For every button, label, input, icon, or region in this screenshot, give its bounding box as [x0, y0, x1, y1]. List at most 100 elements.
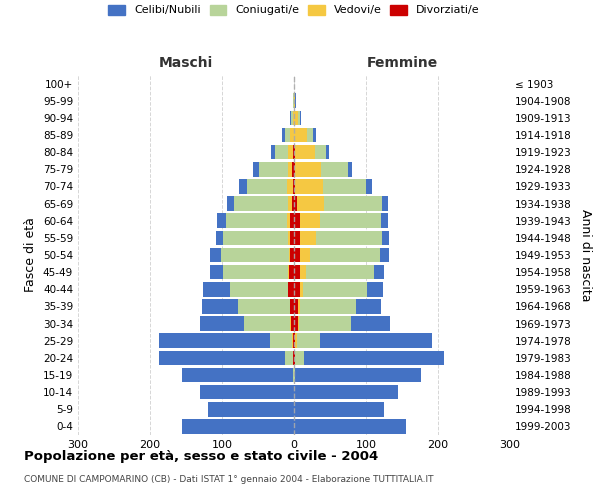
Bar [294, 265, 305, 280]
Bar [290, 110, 294, 125]
Bar [294, 145, 315, 160]
Bar [294, 179, 372, 194]
Bar [294, 145, 326, 160]
Bar [294, 299, 300, 314]
Bar [271, 145, 294, 160]
Bar [294, 282, 383, 296]
Bar [203, 282, 294, 296]
Bar [294, 334, 431, 348]
Bar [294, 179, 295, 194]
Bar [223, 265, 294, 280]
Bar [289, 265, 294, 280]
Bar [247, 179, 294, 194]
Text: COMUNE DI CAMPOMARINO (CB) - Dati ISTAT 1° gennaio 2004 - Elaborazione TUTTITALI: COMUNE DI CAMPOMARINO (CB) - Dati ISTAT … [24, 475, 433, 484]
Bar [294, 196, 382, 211]
Bar [293, 334, 294, 348]
Bar [287, 145, 294, 160]
Y-axis label: Anni di nascita: Anni di nascita [578, 209, 592, 301]
Text: Maschi: Maschi [159, 56, 213, 70]
Bar [294, 196, 388, 211]
Bar [293, 110, 294, 125]
Bar [293, 94, 294, 108]
Bar [294, 230, 389, 245]
Bar [211, 248, 294, 262]
Bar [294, 282, 304, 296]
Bar [294, 350, 295, 365]
Bar [294, 196, 324, 211]
Bar [294, 162, 348, 176]
Bar [294, 214, 381, 228]
Bar [216, 230, 294, 245]
Bar [259, 162, 294, 176]
Bar [221, 248, 294, 262]
Bar [211, 265, 294, 280]
Legend: Celibi/Nubili, Coniugati/e, Vedovi/e, Divorziati/e: Celibi/Nubili, Coniugati/e, Vedovi/e, Di… [105, 2, 483, 19]
Text: Femmine: Femmine [367, 56, 437, 70]
Bar [293, 145, 294, 160]
Bar [294, 94, 296, 108]
Bar [294, 385, 398, 400]
Bar [294, 145, 295, 160]
Bar [294, 94, 295, 108]
Bar [230, 282, 294, 296]
Bar [227, 196, 294, 211]
Bar [290, 248, 294, 262]
Bar [234, 196, 294, 211]
Bar [294, 230, 382, 245]
Bar [200, 385, 294, 400]
Text: Popolazione per età, sesso e stato civile - 2004: Popolazione per età, sesso e stato civil… [24, 450, 378, 463]
Bar [294, 282, 367, 296]
Bar [294, 179, 366, 194]
Bar [294, 265, 300, 280]
Bar [294, 94, 295, 108]
Bar [287, 214, 294, 228]
Bar [223, 230, 294, 245]
Bar [294, 162, 320, 176]
Bar [293, 350, 294, 365]
Y-axis label: Fasce di età: Fasce di età [25, 218, 37, 292]
Bar [294, 316, 351, 331]
Bar [293, 350, 294, 365]
Bar [293, 94, 294, 108]
Bar [294, 128, 307, 142]
Bar [291, 316, 294, 331]
Bar [253, 162, 294, 176]
Bar [294, 179, 323, 194]
Bar [294, 265, 384, 280]
Bar [294, 248, 310, 262]
Bar [294, 299, 381, 314]
Bar [294, 248, 380, 262]
Bar [182, 368, 294, 382]
Bar [292, 334, 294, 348]
Bar [294, 368, 295, 382]
Bar [275, 145, 294, 160]
Bar [202, 299, 294, 314]
Bar [292, 162, 294, 176]
Bar [294, 316, 299, 331]
Bar [158, 334, 294, 348]
Bar [294, 334, 320, 348]
Bar [293, 179, 294, 194]
Bar [294, 128, 313, 142]
Bar [200, 316, 294, 331]
Bar [294, 265, 374, 280]
Bar [244, 316, 294, 331]
Bar [294, 316, 298, 331]
Bar [294, 196, 297, 211]
Bar [288, 265, 294, 280]
Bar [294, 214, 388, 228]
Bar [238, 299, 294, 314]
Bar [287, 162, 294, 176]
Bar [290, 230, 294, 245]
Bar [291, 110, 294, 125]
Bar [294, 334, 295, 348]
Bar [239, 179, 294, 194]
Bar [294, 350, 295, 365]
Bar [294, 334, 297, 348]
Bar [270, 334, 294, 348]
Bar [284, 128, 294, 142]
Bar [292, 196, 294, 211]
Bar [288, 196, 294, 211]
Bar [294, 145, 329, 160]
Bar [294, 248, 300, 262]
